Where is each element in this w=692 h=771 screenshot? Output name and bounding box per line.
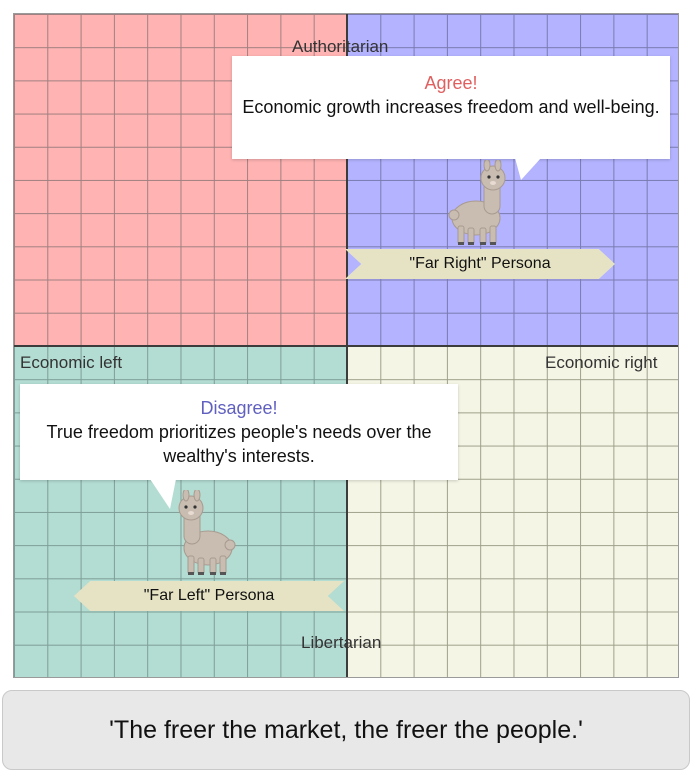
statement-quote: 'The freer the market, the freer the peo… bbox=[109, 716, 583, 744]
statement-quote-box: 'The freer the market, the freer the peo… bbox=[2, 690, 690, 770]
far-right-persona-label: "Far Right" Persona bbox=[409, 255, 551, 272]
far-right-verdict: Agree! bbox=[424, 73, 478, 93]
axis-label-economic-right: Economic right bbox=[545, 353, 658, 372]
far-right-bubble-tail bbox=[515, 158, 541, 180]
quadrant-libertarian-right bbox=[347, 346, 678, 677]
far-left-verdict: Disagree! bbox=[200, 398, 278, 418]
axis-label-economic-left: Economic left bbox=[20, 353, 123, 372]
horizontal-axis bbox=[14, 345, 678, 347]
far-right-statement: Economic growth increases freedom and we… bbox=[242, 97, 660, 117]
far-left-persona-ribbon: "Far Left" Persona bbox=[74, 581, 344, 611]
far-left-persona-label: "Far Left" Persona bbox=[143, 587, 275, 604]
far-left-statement: True freedom prioritizes people's needs … bbox=[46, 422, 432, 466]
llama-icon bbox=[448, 160, 506, 245]
axis-label-authoritarian: Authoritarian bbox=[292, 37, 389, 56]
far-left-speech-bubble: Disagree! True freedom prioritizes peopl… bbox=[20, 384, 458, 480]
far-right-speech-bubble: Agree! Economic growth increases freedom… bbox=[232, 56, 670, 159]
axis-label-libertarian: Libertarian bbox=[301, 633, 382, 652]
far-right-persona-ribbon: "Far Right" Persona bbox=[345, 249, 615, 279]
far-left-bubble-tail bbox=[150, 479, 176, 509]
llama-icon bbox=[178, 490, 236, 575]
